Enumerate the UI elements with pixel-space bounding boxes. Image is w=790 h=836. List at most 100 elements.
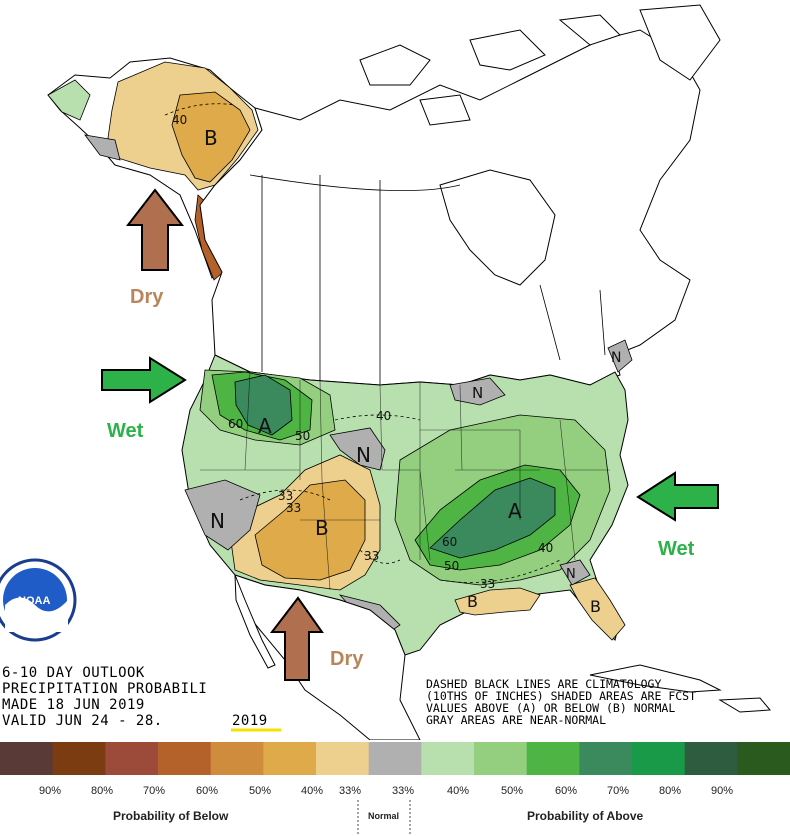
legend-swatch: [684, 742, 738, 775]
legend-swatch: [0, 742, 54, 775]
legend-swatches: [0, 742, 790, 775]
wet-label-east: Wet: [658, 538, 695, 560]
legend-swatch: [579, 742, 633, 775]
noaa-logo-text: NOAA: [18, 595, 50, 607]
wet-arrow-east: Wet: [636, 471, 719, 560]
above-caption: Probability of Above: [527, 809, 644, 823]
legend-percent: 70%: [607, 785, 629, 797]
wet-arrow-west-shape: [101, 356, 187, 404]
contour-label: 33: [480, 577, 495, 591]
contour-label: 40: [376, 409, 391, 423]
contour-label: 50: [295, 429, 310, 443]
noaa-logo: NOAA: [0, 558, 77, 642]
dry-arrow-alaska-shape: [125, 188, 185, 271]
region-letter-central: A: [508, 499, 522, 523]
maine-gray: [607, 339, 633, 373]
region-letter-lakes: N: [472, 384, 483, 402]
central-above-60: [429, 477, 556, 559]
legend-swatch: [737, 742, 790, 775]
legend-percent: 90%: [39, 785, 61, 797]
alaska-gray: [84, 134, 121, 161]
legend-percent: 50%: [501, 785, 523, 797]
legend-percent: 33%: [339, 785, 361, 797]
contour-label: 33: [364, 549, 379, 563]
arctic-islands: [359, 14, 621, 126]
legend-percent: 40%: [301, 785, 323, 797]
legend-percent: 90%: [711, 785, 733, 797]
alaska-green-west: [47, 79, 91, 121]
contour-label: 33: [286, 501, 301, 515]
note-line-3: VALUES ABOVE (A) OR BELOW (B) NORMAL: [426, 701, 675, 715]
legend-percent: 50%: [249, 785, 271, 797]
alaska-region: 40 B: [47, 57, 263, 281]
contour-label: 33: [278, 489, 293, 503]
legend-swatch: [210, 742, 264, 775]
legend-swatch: [526, 742, 580, 775]
cuba: [589, 664, 722, 693]
note-line-2: (10THS OF INCHES) SHADED AREAS ARE FCST: [426, 689, 696, 703]
legend-percent: 60%: [555, 785, 577, 797]
normal-caption: Normal: [368, 811, 399, 821]
dry-arrow-southwest: Dry: [269, 596, 364, 681]
region-letter-plains: N: [356, 443, 371, 467]
climatology-line: [239, 414, 561, 583]
region-letter-alabama: N: [566, 567, 576, 582]
outlook-type: PRECIPITATION PROBABILI: [2, 681, 207, 697]
precipitation-outlook-map: 40 B N 60 50 A 60 50 40 A: [0, 4, 772, 740]
contour-label: 40: [172, 113, 187, 127]
legend-swatch: [158, 742, 212, 775]
outlook-year: 2019: [232, 713, 268, 729]
legend-swatch: [421, 742, 475, 775]
region-letter-florida: B: [590, 597, 601, 616]
alaska-below-50: [171, 91, 251, 183]
legend-percent: 80%: [659, 785, 681, 797]
outlook-valid: VALID JUN 24 - 28.: [2, 713, 163, 729]
southwest-below-40: [254, 479, 366, 581]
legend-swatch: [263, 742, 317, 775]
contour-label: 60: [228, 417, 243, 431]
legend-percent: 60%: [196, 785, 218, 797]
legend-swatch: [52, 742, 106, 775]
legend-swatch: [368, 742, 422, 775]
mexico-region: [234, 574, 772, 740]
province-lines: [249, 174, 606, 385]
legend-percent: 33%: [392, 785, 414, 797]
alaska-climatology-line: [164, 103, 236, 116]
state-lines: [200, 371, 610, 591]
wet-arrow-east-shape: [636, 471, 719, 522]
canada-region: N: [199, 14, 701, 386]
contour-label: 60: [442, 535, 457, 549]
region-letter-gulf: B: [467, 592, 478, 611]
region-letter-southwest: B: [315, 516, 329, 540]
dry-label-alaska: Dry: [130, 286, 164, 308]
nevada-gray: [184, 479, 261, 551]
note-line-4: GRAY AREAS ARE NEAR-NORMAL: [426, 713, 606, 727]
contour-label: 50: [444, 559, 459, 573]
outlook-title: 6-10 DAY OUTLOOK: [2, 665, 145, 681]
note-line-1: DASHED BLACK LINES ARE CLIMATOLOGY: [426, 677, 661, 691]
plains-gray: [329, 427, 386, 471]
alabama-gray: [559, 559, 591, 586]
region-letter-alaska: B: [204, 126, 218, 150]
outlook-made: MADE 18 JUN 2019: [2, 697, 145, 713]
region-letter-maine: N: [611, 350, 621, 366]
region-letter-nevada: N: [210, 509, 225, 533]
legend-percent: 80%: [91, 785, 113, 797]
dry-label-southwest: Dry: [330, 648, 364, 670]
florida-below-33: [569, 577, 626, 641]
legend-percent: 40%: [447, 785, 469, 797]
region-letter-northwest: A: [258, 414, 272, 438]
noaa-gull-icon: [5, 597, 68, 632]
dry-arrow-southwest-shape: [269, 596, 324, 681]
legend-percent: 70%: [143, 785, 165, 797]
probability-legend: 90% 80% 70% 60% 50% 40% 33% 33% 40% 50% 60% 70% 80% 9…: [0, 742, 790, 836]
below-caption: Probability of Below: [113, 809, 229, 823]
wet-arrow-west: Wet: [101, 356, 187, 442]
legend-swatch: [474, 742, 528, 775]
contour-label: 40: [538, 541, 553, 555]
mexico-outline: [234, 574, 421, 740]
legend-swatch: [316, 742, 370, 775]
legend-note: DASHED BLACK LINES ARE CLIMATOLOGY (10TH…: [426, 677, 696, 727]
baja: [234, 574, 276, 669]
conus-region: 60 50 A 60 50 40 A B B N 33 40 33 33 33 …: [181, 354, 629, 656]
